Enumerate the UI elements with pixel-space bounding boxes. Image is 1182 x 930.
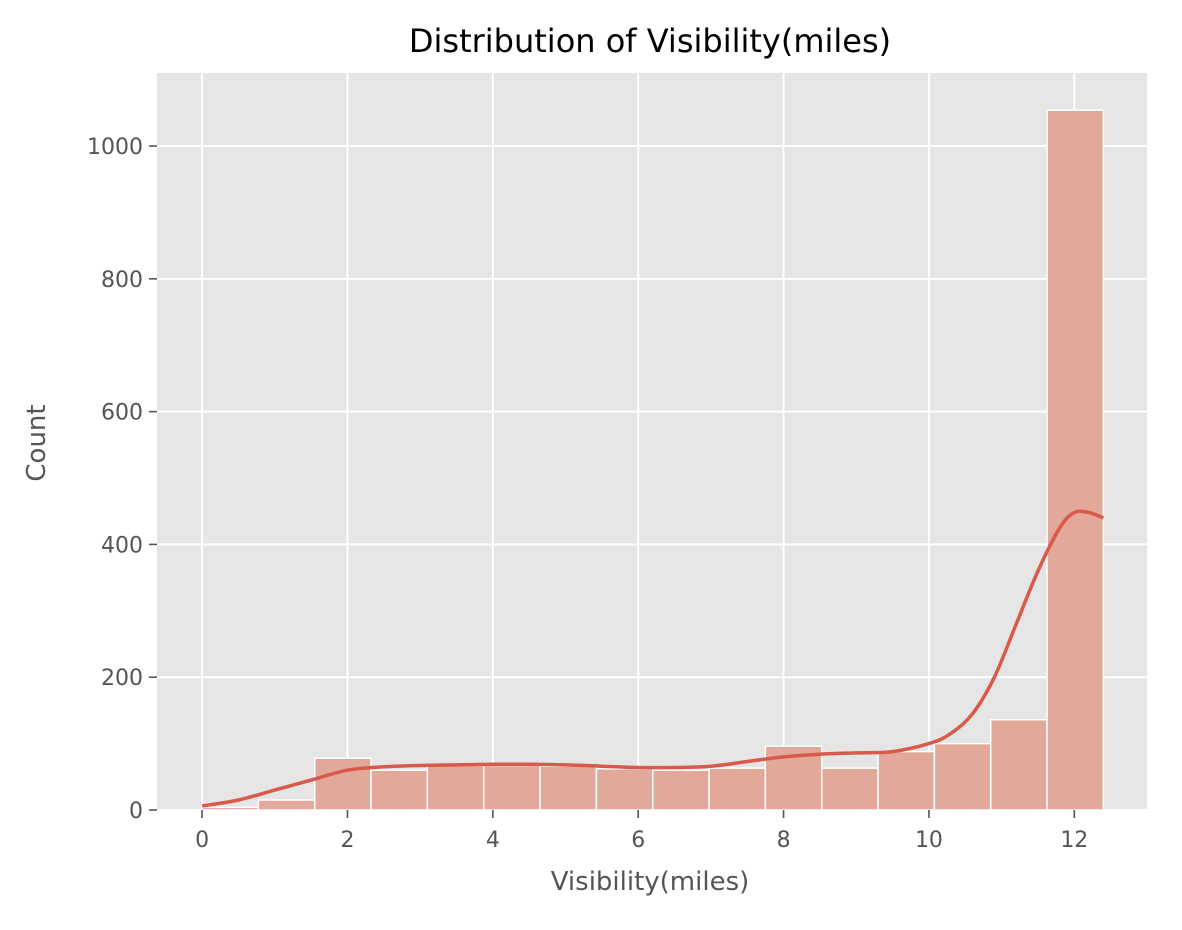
y-tick-label: 0: [129, 799, 143, 824]
grid-lines: [157, 73, 1147, 811]
x-tick-label: 2: [340, 828, 354, 853]
y-tick-label: 200: [101, 666, 143, 691]
kde-curve: [201, 509, 1105, 808]
x-tick-label: 8: [777, 828, 791, 853]
histogram-bar: [426, 764, 485, 811]
histogram-bar: [595, 768, 654, 811]
histogram-bar: [820, 767, 879, 811]
x-tick-label: 6: [631, 828, 645, 853]
histogram-bar: [1046, 109, 1105, 811]
kde-curve-layer: [201, 509, 1105, 808]
y-tick-label: 600: [101, 401, 143, 426]
y-tick-label: 800: [101, 268, 143, 293]
axis-ticks: 0 2 4 6 8 10 12 0 200 400 600 800 1000: [87, 135, 1088, 853]
histogram-bar: [539, 765, 598, 811]
chart-title: Distribution of Visibility(miles): [409, 22, 891, 60]
x-tick-label: 0: [195, 828, 209, 853]
y-tick-label: 400: [101, 533, 143, 558]
histogram-bar: [201, 806, 260, 811]
histogram-bar: [257, 799, 316, 811]
histogram-bar: [708, 767, 767, 811]
y-tick-label: 1000: [87, 135, 143, 160]
plot-background: [157, 73, 1147, 810]
x-tick-label: 12: [1060, 828, 1088, 853]
histogram-bar: [877, 750, 936, 811]
histogram-bar: [482, 764, 541, 811]
x-axis-label: Visibility(miles): [551, 867, 750, 897]
x-tick-label: 4: [486, 828, 500, 853]
x-tick-label: 10: [915, 828, 943, 853]
histogram-bar: [370, 769, 429, 811]
histogram-bars: [201, 109, 1105, 811]
y-axis-label: Count: [22, 404, 52, 481]
histogram-bar: [933, 742, 992, 811]
histogram-bar: [313, 757, 372, 811]
histogram-bar: [989, 718, 1048, 811]
histogram-bar: [651, 769, 710, 811]
